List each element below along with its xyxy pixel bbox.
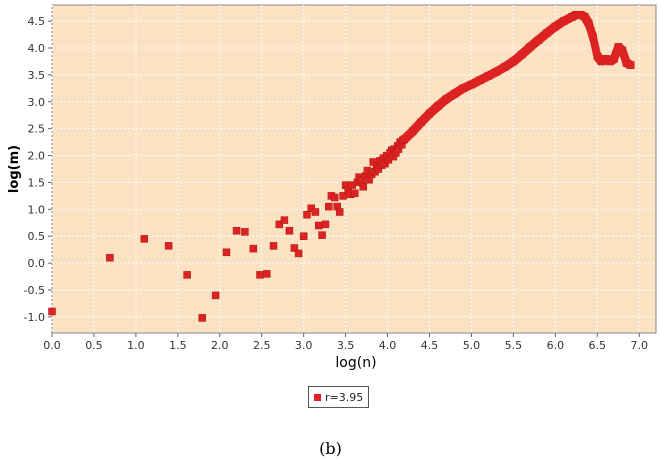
data-point [198, 314, 206, 322]
x-tick-label: 3.5 [337, 339, 355, 352]
data-point [285, 227, 294, 235]
x-tick-label: 1.5 [169, 339, 187, 352]
y-tick-label: 1.0 [28, 203, 46, 216]
x-tick-label: 4.0 [379, 339, 397, 352]
y-tick-label: 4.5 [28, 15, 46, 28]
data-point [299, 232, 308, 240]
data-point [311, 208, 320, 216]
y-tick-label: 4.0 [28, 42, 46, 55]
y-tick-label: 3.0 [28, 96, 46, 109]
x-tick-label: 6.0 [547, 339, 565, 352]
data-point [315, 221, 323, 230]
data-point [249, 244, 258, 253]
data-point [164, 242, 173, 250]
y-tick-label: -0.5 [24, 284, 45, 297]
y-tick-label: -1.0 [24, 311, 45, 324]
data-point [335, 208, 344, 216]
axis-ticks: 0.0 0.5 1.0 1.5 2.0 2.5 3.0 3.5 4.0 4.5 5.0 5.5 6.0 6… [24, 15, 648, 352]
y-tick-label: 0.5 [28, 230, 46, 243]
data-point [48, 307, 56, 316]
y-tick-label: 3.5 [28, 69, 46, 82]
legend: r=3.95 [308, 386, 370, 408]
data-point [232, 227, 241, 235]
x-tick-label: 5.0 [463, 339, 481, 352]
x-tick-label: 3.0 [295, 339, 313, 352]
x-tick-label: 2.5 [253, 339, 271, 352]
data-point [318, 231, 326, 239]
data-point [222, 248, 231, 257]
x-tick-label: 0.0 [43, 339, 61, 352]
plot-area [51, 4, 657, 334]
data-point [183, 271, 191, 279]
data-point [280, 216, 289, 224]
data-point [256, 271, 264, 279]
data-points [48, 10, 635, 322]
y-tick-label: 1.5 [28, 176, 46, 189]
y-tick-label: 0.0 [28, 257, 46, 270]
data-point [330, 193, 339, 202]
data-point [106, 253, 114, 262]
figure-caption: (b) [319, 439, 342, 458]
data-point [339, 192, 347, 200]
data-point [363, 166, 372, 175]
data-point [359, 182, 367, 191]
data-point [211, 291, 220, 300]
data-point [241, 228, 249, 236]
x-tick-label: 7.0 [630, 339, 648, 352]
data-point [275, 220, 284, 229]
x-tick-label: 2.0 [211, 339, 229, 352]
x-tick-label: 5.5 [505, 339, 523, 352]
x-tick-label: 1.0 [127, 339, 145, 352]
y-tick-label: 2.0 [28, 150, 46, 163]
legend-label: r=3.95 [325, 390, 364, 404]
chart-canvas: 0.0 0.5 1.0 1.5 2.0 2.5 3.0 3.5 4.0 4.5 5.0 5.5 6.0 6… [7, 4, 657, 371]
data-point [263, 270, 271, 278]
x-tick-label: 4.5 [421, 339, 439, 352]
x-tick-label: 6.5 [589, 339, 607, 352]
y-tick-label: 2.5 [28, 123, 46, 136]
data-point [140, 235, 149, 243]
x-tick-label: 0.5 [85, 339, 103, 352]
data-point [294, 249, 303, 258]
data-point [351, 189, 359, 197]
data-point [290, 244, 299, 252]
legend-swatch-marker [314, 393, 321, 401]
data-point [269, 242, 278, 250]
x-axis-label: log(n) [335, 355, 376, 371]
data-point [321, 220, 330, 229]
data-point [325, 202, 333, 211]
data-point-dense [626, 61, 634, 69]
y-axis-label: log(m) [7, 145, 22, 193]
data-point [303, 210, 311, 219]
